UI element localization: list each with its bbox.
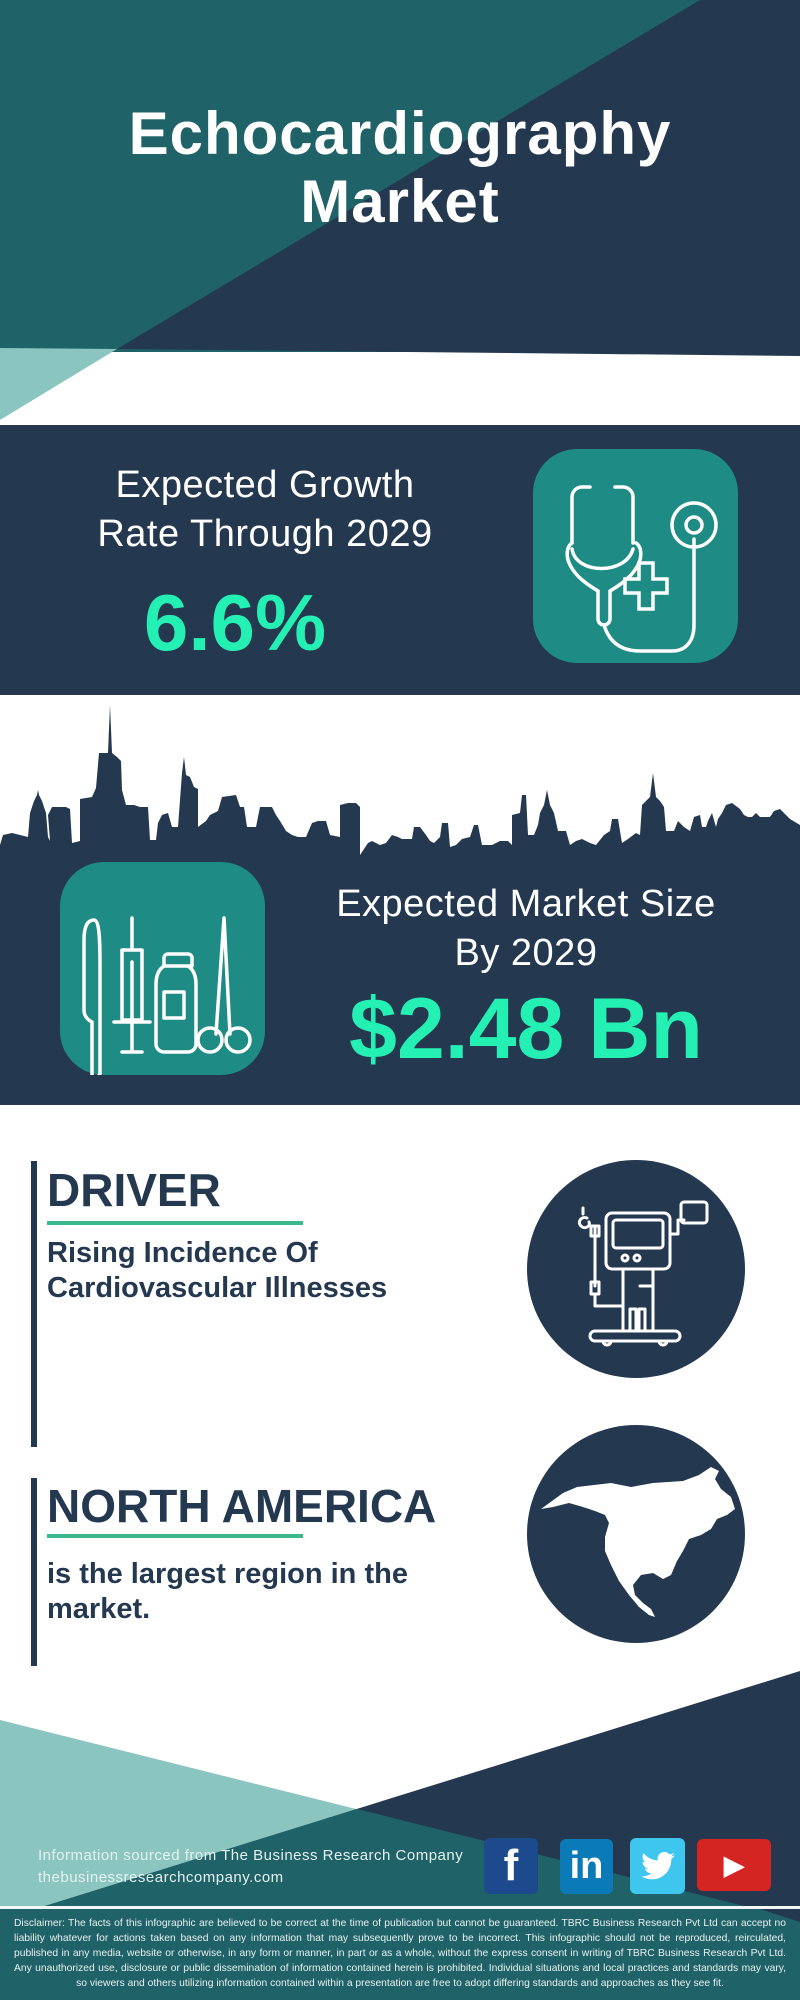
region-icon-circle (527, 1425, 745, 1643)
medical-monitor-icon (577, 1200, 709, 1347)
youtube-icon[interactable]: ▶ (697, 1839, 771, 1891)
market-size-icon-box (60, 862, 265, 1075)
page-title: Echocardiography Market (0, 100, 800, 236)
disclaimer-text: Disclaimer: The facts of this infographi… (14, 1918, 786, 1989)
medical-instruments-icon (82, 916, 252, 1075)
market-size-label-line-2: By 2029 (454, 932, 598, 974)
twitter-icon[interactable] (630, 1838, 685, 1894)
market-size-label: Expected Market Size By 2029 (300, 880, 752, 978)
region-accent-bar (31, 1478, 37, 1666)
market-size-value: $2.48 Bn (349, 981, 703, 1077)
driver-underline (47, 1221, 303, 1225)
region-title: NORTH AMERICA (47, 1480, 437, 1532)
driver-title: DRIVER (47, 1164, 221, 1216)
driver-text-line-1: Rising Incidence Of (47, 1237, 318, 1269)
north-america-map-icon (541, 1467, 735, 1617)
linkedin-icon[interactable]: in (560, 1839, 613, 1894)
growth-label-line-1: Expected Growth (115, 464, 415, 506)
title-line-2: Market (300, 168, 500, 235)
facebook-icon[interactable]: f (484, 1838, 538, 1894)
twitter-bird-glyph (640, 1852, 675, 1880)
region-text: is the largest region in the market. (47, 1557, 408, 1627)
title-line-1: Echocardiography (128, 100, 672, 167)
driver-accent-bar (31, 1161, 37, 1447)
source-text: Information sourced from The Business Re… (38, 1847, 464, 1864)
header-background (0, 0, 800, 420)
website-link[interactable]: thebusinessresearchcompany.com (38, 1869, 284, 1886)
growth-label-line-2: Rate Through 2029 (97, 513, 433, 555)
market-size-label-line-1: Expected Market Size (336, 883, 716, 925)
region-underline (47, 1534, 303, 1538)
stethoscope-icon (565, 485, 718, 653)
region-text-line-1: is the largest region in the (47, 1558, 408, 1590)
growth-value: 6.6% (143, 578, 327, 667)
growth-icon-box (533, 449, 738, 663)
region-text-line-2: market. (47, 1593, 151, 1625)
driver-icon-circle (527, 1160, 745, 1378)
growth-label: Expected Growth Rate Through 2029 (40, 461, 490, 559)
footer-source: Information sourced from The Business Re… (38, 1845, 463, 1889)
driver-text-line-2: Cardiovascular Illnesses (47, 1272, 388, 1304)
driver-text: Rising Incidence Of Cardiovascular Illne… (47, 1236, 387, 1306)
footer-background (0, 1671, 800, 2000)
